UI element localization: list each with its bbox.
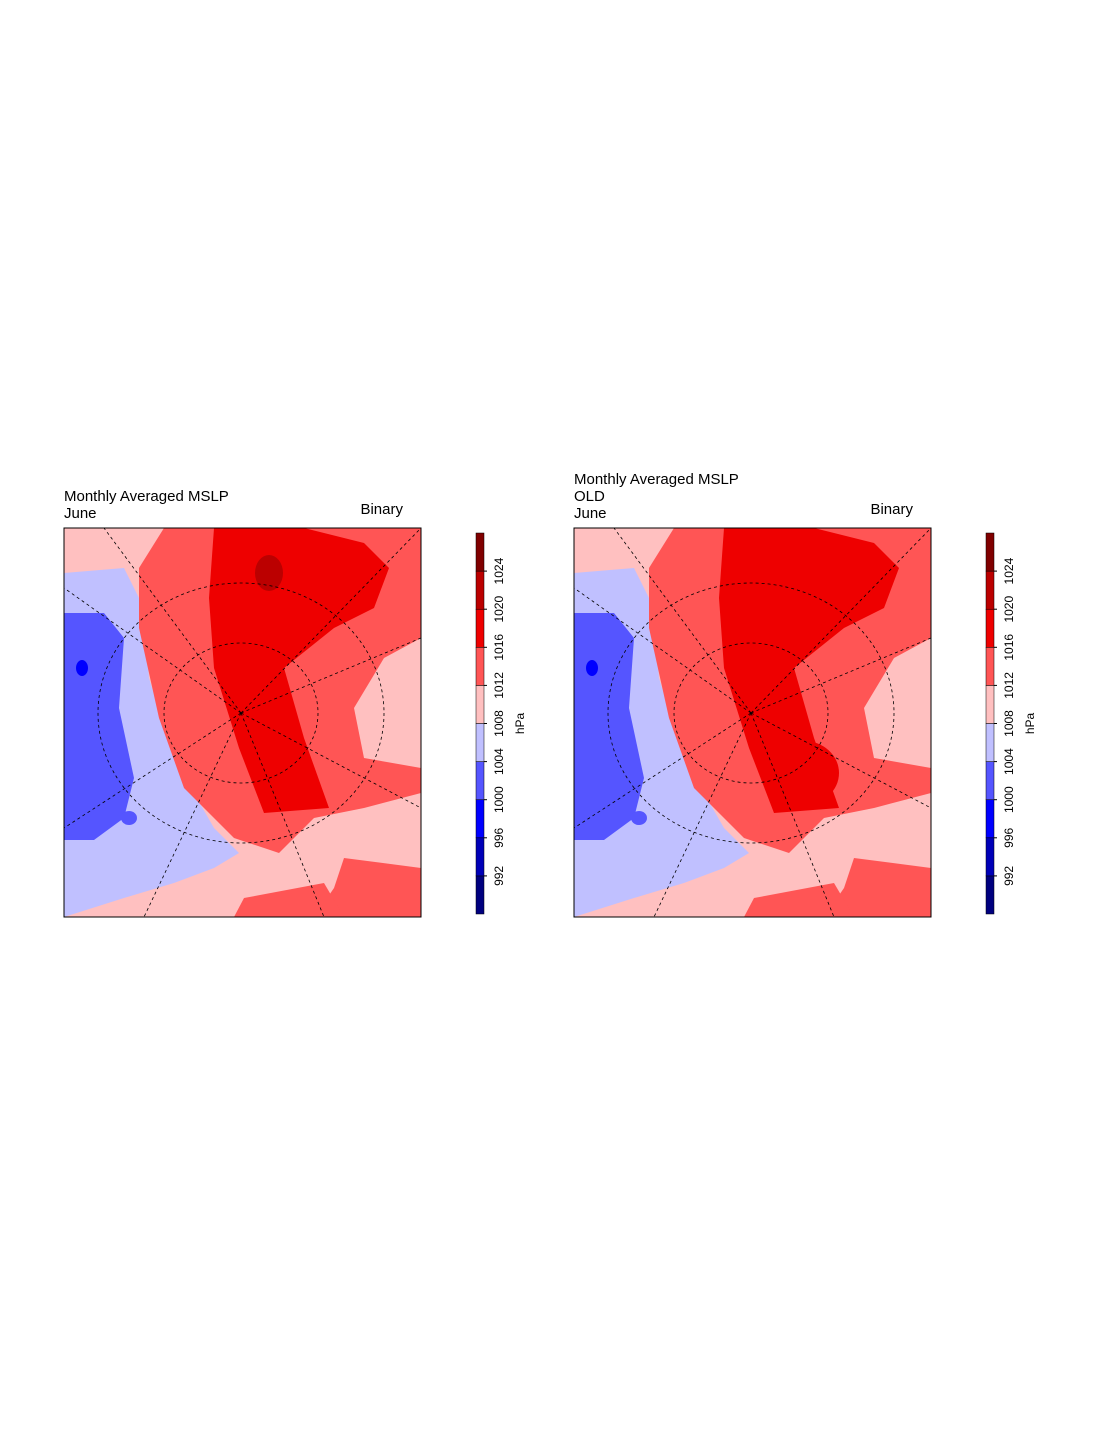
graticule xyxy=(240,712,422,809)
colorbar-box xyxy=(985,761,995,800)
colorbar-box xyxy=(475,761,485,800)
pressure-region xyxy=(719,528,899,813)
colorbar-box xyxy=(985,685,995,724)
graticule xyxy=(750,527,932,714)
colorbar-box xyxy=(985,647,995,686)
graticule xyxy=(97,582,385,844)
colorbar-tick-label: 992 xyxy=(492,866,506,886)
graticule xyxy=(750,712,932,809)
colorbar-box xyxy=(475,837,485,877)
pressure-region xyxy=(255,555,283,591)
pressure-region xyxy=(631,811,647,825)
map-panel xyxy=(63,527,422,918)
pressure-region xyxy=(769,741,839,805)
pressure-region xyxy=(744,883,854,917)
panel-title: OLD xyxy=(574,488,605,505)
colorbar-box xyxy=(985,875,995,915)
colorbar-tick-label: 996 xyxy=(1002,827,1016,847)
graticule xyxy=(103,527,242,714)
colorbar-box xyxy=(475,570,485,610)
colorbar-box xyxy=(985,837,995,877)
colorbar-box xyxy=(475,685,485,724)
pressure-region xyxy=(121,811,137,825)
colorbar-tick-label: 1008 xyxy=(1002,710,1016,737)
pressure-region xyxy=(76,660,88,676)
graticule xyxy=(163,642,319,784)
colorbar-tick-label: 1020 xyxy=(1002,596,1016,623)
colorbar-tick-label: 1012 xyxy=(1002,672,1016,699)
colorbar-tick-label: 1016 xyxy=(492,634,506,661)
graticule xyxy=(653,712,752,918)
colorbar-tick-label: 1004 xyxy=(1002,748,1016,775)
colorbar-box xyxy=(475,799,485,839)
pressure-region xyxy=(234,883,344,917)
pressure-region xyxy=(314,858,421,917)
map-panel xyxy=(573,527,932,918)
colorbar-tick-label: 1000 xyxy=(492,786,506,813)
colorbar-tick-label: 1024 xyxy=(492,557,506,584)
panel-label: Binary xyxy=(870,501,913,518)
colorbar-box xyxy=(985,570,995,610)
graticule xyxy=(573,587,752,714)
colorbar-units: hPa xyxy=(513,713,527,735)
pressure-region xyxy=(209,528,389,813)
colorbar-tick-label: 1016 xyxy=(1002,634,1016,661)
colorbar-tick-label: 1024 xyxy=(1002,557,1016,584)
pressure-region xyxy=(824,858,931,917)
graticule xyxy=(750,712,835,918)
panel-title: Monthly Averaged MSLP xyxy=(574,471,739,488)
panel-title: Monthly Averaged MSLP xyxy=(64,488,229,505)
panel-title: June xyxy=(574,505,607,522)
panel-label: Binary xyxy=(360,501,403,518)
colorbar-tick-label: 1004 xyxy=(492,748,506,775)
graticule xyxy=(613,527,752,714)
graticule xyxy=(240,527,422,714)
colorbar-box xyxy=(475,608,485,648)
graticule xyxy=(143,712,242,918)
graticule xyxy=(240,637,422,714)
colorbar-units: hPa xyxy=(1023,713,1037,735)
colorbar-tick-label: 992 xyxy=(1002,866,1016,886)
colorbar-box xyxy=(985,532,995,572)
colorbar-box xyxy=(985,723,995,762)
graticule xyxy=(607,582,895,844)
graticule xyxy=(750,637,932,714)
colorbar-tick-label: 1020 xyxy=(492,596,506,623)
map-frame xyxy=(573,527,932,918)
colorbar-tick-label: 996 xyxy=(492,827,506,847)
colorbar-tick-label: 1000 xyxy=(1002,786,1016,813)
panel-title: June xyxy=(64,505,97,522)
colorbar-tick-label: 1012 xyxy=(492,672,506,699)
colorbar-box xyxy=(475,532,485,572)
graticule xyxy=(673,642,829,784)
pressure-region xyxy=(586,660,598,676)
colorbar-tick-label: 1008 xyxy=(492,710,506,737)
colorbar-box xyxy=(985,608,995,648)
colorbar-box xyxy=(985,799,995,839)
graticule xyxy=(63,587,242,714)
graticule xyxy=(63,712,242,829)
map-frame xyxy=(63,527,422,918)
graticule xyxy=(573,712,752,829)
graticule xyxy=(240,712,325,918)
colorbar-box xyxy=(475,647,485,686)
colorbar-box xyxy=(475,875,485,915)
colorbar-box xyxy=(475,723,485,762)
